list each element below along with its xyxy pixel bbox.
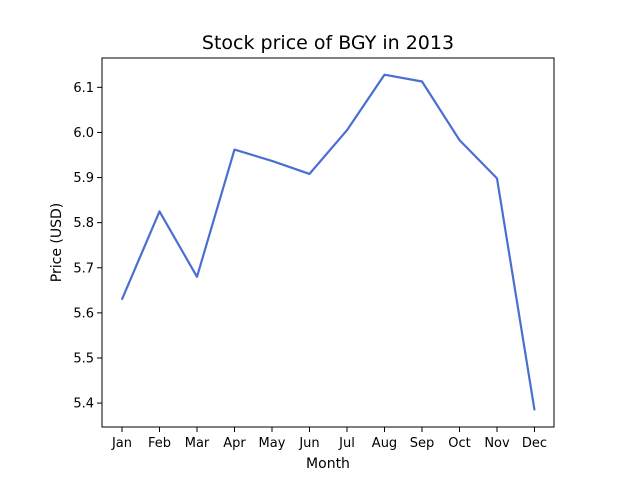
x-tick-label: Nov (484, 436, 510, 451)
y-tick-label: 6.1 (73, 81, 94, 96)
chart-title: Stock price of BGY in 2013 (202, 32, 454, 54)
data-point (271, 160, 273, 162)
x-tick-label: Jun (298, 436, 319, 451)
data-point (158, 210, 161, 213)
data-point (233, 148, 236, 151)
y-tick-label: 5.4 (73, 397, 94, 412)
y-axis-ticks: 5.4 5.5 5.6 5.7 5.8 5.9 6.0 6.1 (73, 81, 102, 412)
x-tick-label: Feb (148, 436, 171, 451)
plot-frame (101, 57, 555, 428)
data-point (346, 129, 348, 131)
data-point (421, 80, 423, 83)
data-point (496, 177, 498, 180)
y-tick-label: 5.9 (73, 171, 94, 186)
data-point (196, 275, 198, 278)
x-tick-label: Mar (185, 436, 210, 451)
x-tick-label: Oct (448, 436, 470, 451)
x-tick-label: Dec (522, 436, 547, 451)
y-axis-label: Price (USD) (49, 203, 65, 282)
x-tick-label: Aug (372, 436, 397, 451)
y-tick-label: 5.5 (73, 351, 94, 366)
x-axis-ticks: Jan Feb Mar Apr May Jun Jul Aug Sep Oct Nov Dec (111, 427, 547, 451)
y-tick-label: 5.8 (73, 216, 94, 231)
series-layer (120, 73, 536, 411)
x-tick-label: Jul (338, 436, 355, 451)
y-tick-label: 5.6 (73, 306, 94, 321)
data-point (121, 298, 123, 301)
data-point (458, 139, 461, 141)
x-tick-label: Jan (111, 436, 132, 451)
x-tick-label: Sep (410, 436, 435, 451)
x-axis-label: Month (306, 456, 350, 472)
x-tick-label: May (259, 436, 286, 451)
data-point (308, 173, 311, 175)
y-tick-label: 6.0 (73, 126, 94, 141)
data-point (533, 409, 536, 411)
series-line (120, 73, 536, 411)
data-point (383, 73, 386, 76)
y-tick-label: 5.7 (73, 261, 94, 276)
x-tick-label: Apr (223, 436, 246, 451)
